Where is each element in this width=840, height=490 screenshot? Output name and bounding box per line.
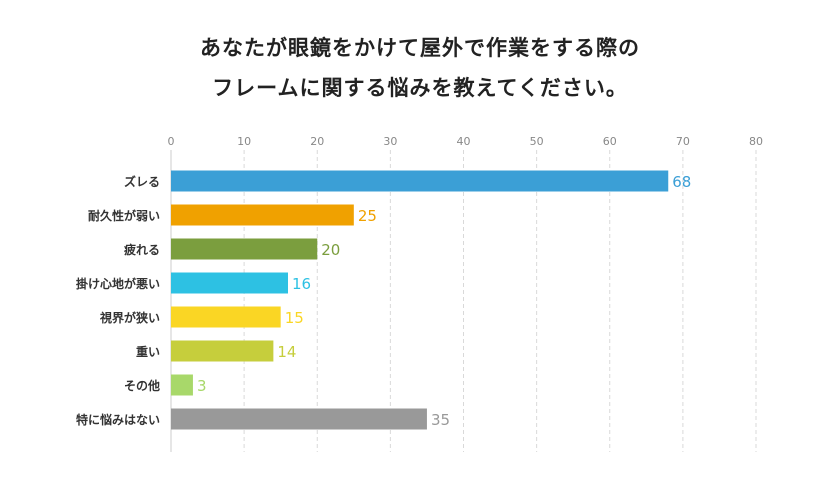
- data-label: 25: [358, 207, 377, 225]
- category-label: 視界が狭い: [99, 310, 160, 325]
- bar: [171, 204, 354, 226]
- bar: [171, 238, 318, 260]
- category-label: 疲れる: [124, 242, 160, 257]
- bar: [171, 170, 669, 192]
- x-tick-label: 50: [530, 135, 544, 148]
- bar: [171, 272, 288, 294]
- category-label: 掛け心地が悪い: [76, 276, 160, 291]
- category-label: 特に悩みはない: [76, 412, 160, 427]
- x-tick-label: 40: [457, 135, 471, 148]
- x-tick-label: 70: [676, 135, 690, 148]
- category-label: 重い: [136, 344, 160, 359]
- category-label: その他: [124, 378, 160, 393]
- x-tick-label: 0: [168, 135, 175, 148]
- bar: [171, 408, 427, 430]
- category-label: 耐久性が弱い: [88, 208, 160, 223]
- x-tick-label: 10: [237, 135, 251, 148]
- x-tick-label: 80: [749, 135, 763, 148]
- bar: [171, 340, 274, 362]
- data-label: 16: [292, 275, 311, 293]
- bar: [171, 306, 281, 328]
- data-label: 3: [197, 377, 207, 395]
- data-label: 35: [431, 411, 450, 429]
- chart-title-line-1: あなたが眼鏡をかけて屋外で作業をする際の: [200, 36, 640, 60]
- data-label: 20: [321, 241, 340, 259]
- x-tick-label: 30: [383, 135, 397, 148]
- data-label: 14: [277, 343, 296, 361]
- x-tick-label: 20: [310, 135, 324, 148]
- data-label: 15: [285, 309, 304, 327]
- data-label: 68: [672, 173, 691, 191]
- bar: [171, 374, 193, 396]
- chart-title-line-2: フレームに関する悩みを教えてください。: [212, 76, 628, 100]
- x-tick-label: 60: [603, 135, 617, 148]
- category-label: ズレる: [124, 174, 160, 189]
